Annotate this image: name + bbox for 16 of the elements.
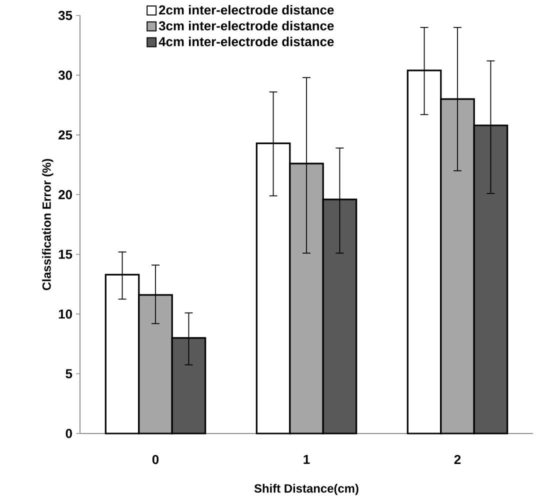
y-tick-label: 10 [58,309,72,319]
y-tick-label: 25 [58,130,72,140]
x-tick-label: 2 [454,454,461,464]
x-tick-label: 0 [152,454,159,464]
x-axis-title: Shift Distance(cm) [254,484,358,496]
y-tick-label: 30 [58,70,72,80]
legend-label: 2cm inter-electrode distance [159,5,334,15]
y-tick-label: 5 [66,369,72,378]
legend-label: 3cm inter-electrode distance [158,20,334,30]
y-tick-label: 0 [66,428,72,438]
y-tick-label: 20 [58,190,72,200]
y-tick-label: 15 [58,250,72,259]
x-tick-label: 1 [304,454,310,464]
legend-label: 4cm inter-electrode distance [158,36,334,46]
y-tick-label: 35 [58,10,72,20]
y-axis-title: Classification Error (%) [42,159,54,290]
